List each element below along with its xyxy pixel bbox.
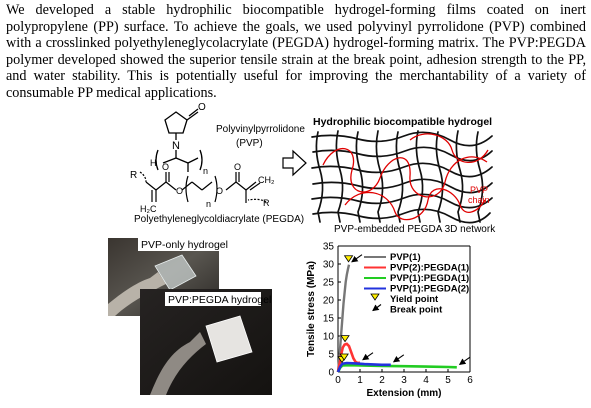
legend-break-label: Break point — [390, 305, 443, 316]
x-tick-label: 6 — [467, 375, 473, 386]
pegda-atom-o-1: O — [162, 162, 169, 172]
pvp-name: Polyvinylpyrrolidone — [216, 124, 305, 135]
legend-yield-icon — [370, 293, 380, 301]
tweezers-hand — [108, 272, 166, 316]
series-line-4 — [336, 361, 391, 373]
legend-label: PVP(1) — [390, 252, 421, 263]
tensile-chart: 0 1 2 3 4 5 6 0 5 10 15 20 25 30 35 PVP(1)PVP(2):PEGD… — [306, 242, 473, 400]
pegda-group-r-right: R — [263, 198, 270, 208]
legend-label: PVP(1):PEGDA(2) — [390, 284, 469, 295]
x-axis-label: Extension (mm) — [366, 388, 441, 399]
y-tick-label: 30 — [323, 260, 335, 271]
y-tick-label: 10 — [323, 332, 335, 343]
y-tick-label: 25 — [323, 278, 335, 289]
y-axis-label: Tensile stress (MPa) — [306, 261, 317, 357]
y-tick-label: 5 — [328, 350, 334, 361]
x-tick-label: 2 — [379, 375, 385, 386]
x-tick-label: 5 — [445, 375, 451, 386]
x-ticks: 0 1 2 3 4 5 6 — [335, 369, 473, 386]
legend-yield-label: Yield point — [390, 294, 439, 305]
pvp-atom-h: H — [150, 158, 157, 168]
break-point-marker — [458, 356, 471, 365]
series-line-1 — [336, 264, 351, 373]
y-tick-label: 0 — [328, 368, 334, 379]
pvp-structure — [155, 108, 203, 172]
pvp-chain-label-1: PVP — [470, 185, 488, 195]
pegda-subscript-n: n — [206, 199, 211, 209]
pvp-only-film — [154, 254, 197, 291]
pegda-group-r-left: R — [130, 170, 137, 181]
y-tick-label: 35 — [323, 242, 335, 253]
legend-label: PVP(2):PEGDA(1) — [390, 263, 469, 274]
pvp-abbr: (PVP) — [236, 138, 263, 149]
pegda-structure — [139, 171, 267, 203]
pvp-pegda-label: PVP:PEGDA hydrogel — [168, 294, 271, 306]
network-caption: PVP-embedded PEGDA 3D network — [334, 224, 496, 235]
pvp-atom-n: N — [172, 140, 180, 152]
series-line-3 — [336, 363, 457, 373]
y-tick-label: 15 — [323, 314, 335, 325]
pvp-pegda-film — [205, 315, 253, 363]
break-point-marker — [351, 254, 363, 263]
break-point-marker — [362, 352, 374, 361]
legend: PVP(1)PVP(2):PEGDA(1)PVP(1):PEGDA(1)PVP(… — [364, 252, 469, 316]
tweezers-hand-2 — [150, 332, 206, 395]
abstract-text: We developed a stable hydrophilic biocom… — [6, 2, 586, 101]
pegda-group-ch2: CH₂ — [258, 175, 275, 185]
pegda-group-h2c: H₂C — [140, 204, 157, 214]
y-tick-label: 20 — [323, 296, 335, 307]
break-point-marker — [392, 354, 405, 363]
legend-break-icon — [372, 304, 382, 312]
pvp-chain-lines — [322, 133, 489, 221]
pegda-network-mesh — [311, 130, 493, 224]
yield-point-marker — [339, 353, 349, 361]
network-title: Hydrophilic biocompatible hydrogel — [313, 116, 492, 128]
y-ticks: 0 5 10 15 20 25 30 35 — [323, 242, 341, 379]
pvp-subscript-n: n — [203, 166, 208, 176]
yield-point-marker — [343, 255, 354, 263]
yield-point-marker — [340, 335, 350, 343]
pvp-only-label: PVP-only hydrogel — [141, 239, 228, 251]
abstract: We developed a stable hydrophilic biocom… — [6, 2, 586, 102]
pegda-atom-o-2: O — [176, 186, 183, 196]
pvp-chain-label-2: chain — [468, 195, 490, 205]
x-tick-label: 3 — [401, 375, 407, 386]
x-tick-label: 1 — [357, 375, 363, 386]
pvp-only-label-box — [138, 238, 219, 251]
pegda-atom-o-3: O — [216, 186, 223, 196]
point-markers — [337, 254, 471, 365]
pegda-atom-o-4: O — [234, 162, 241, 172]
reaction-arrow-icon — [282, 149, 307, 177]
pvp-atom-o: O — [198, 102, 206, 113]
x-tick-label: 0 — [335, 375, 341, 386]
legend-label: PVP(1):PEGDA(1) — [390, 273, 469, 284]
pvp-pegda-label-box — [165, 292, 261, 306]
pegda-name: Polyethyleneglycoldiacrylate (PEGDA) — [134, 214, 304, 225]
x-tick-label: 4 — [423, 375, 429, 386]
